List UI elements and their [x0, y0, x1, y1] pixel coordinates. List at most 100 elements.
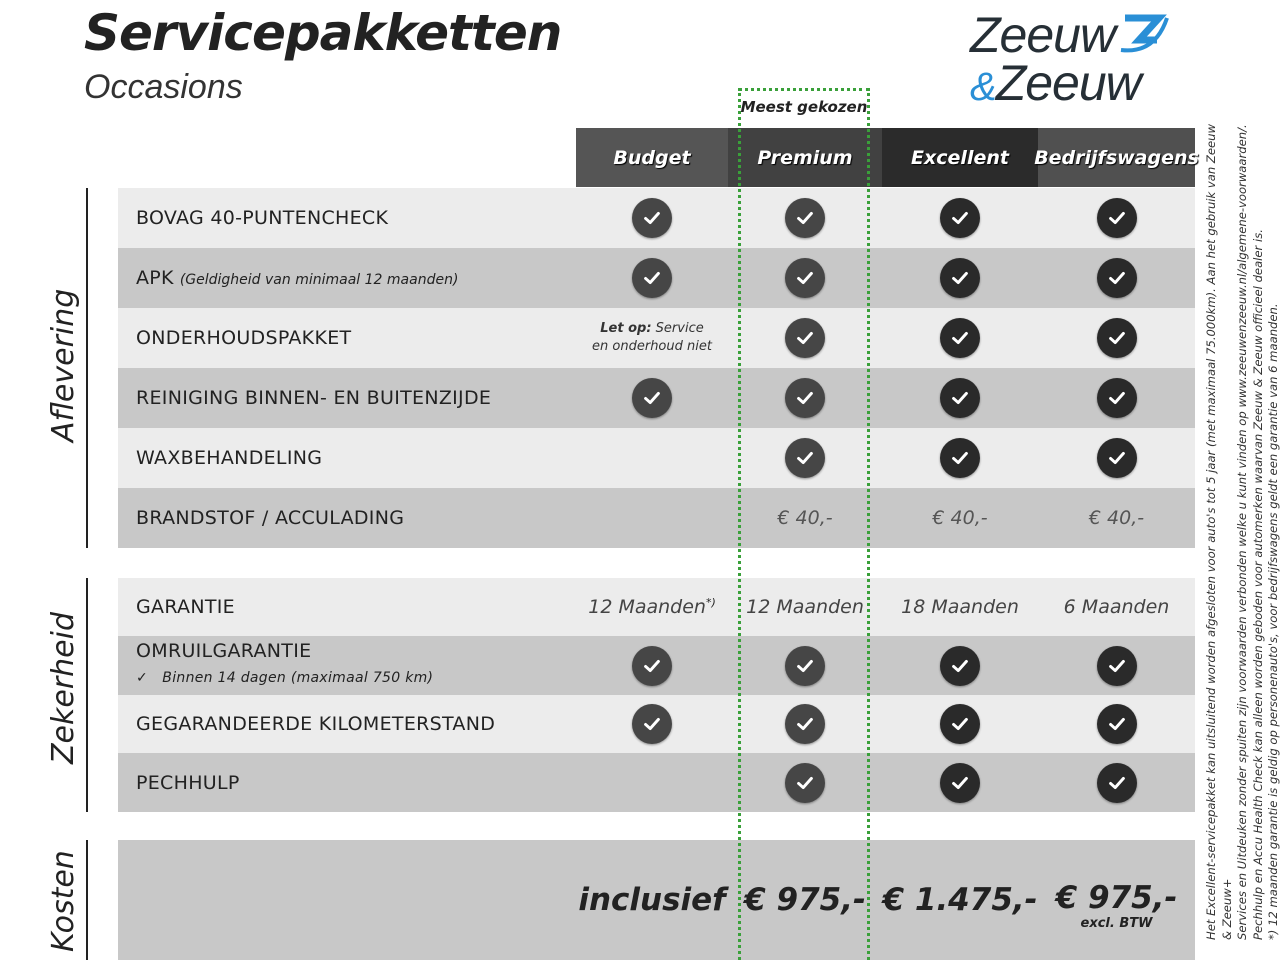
cell [576, 258, 728, 298]
checkmark-icon: ✓ [136, 669, 149, 686]
cost-bedrijfswagens: € 975,- [1055, 879, 1178, 916]
cell [728, 318, 882, 358]
cell: Let op: Service en onderhoud niet [576, 320, 728, 356]
note-text: Service en onderhoud niet [592, 321, 712, 354]
cell [1038, 645, 1195, 686]
cell [728, 704, 882, 744]
check-icon [785, 258, 825, 298]
row-label: APK [136, 267, 174, 289]
table-row: APK (Geldigheid van minimaal 12 maanden) [118, 248, 1195, 308]
table-row: PECHHULP [118, 753, 1195, 812]
table-row: BRANDSTOF / ACCULADING € 40,- € 40,- € 40,- [118, 488, 1195, 548]
cell: € 40,- [728, 507, 882, 529]
kosten-row: inclusief € 975,- € 1.475,- € 975,- excl.… [118, 840, 1195, 960]
check-icon [785, 318, 825, 358]
page-title: Servicepakketten [84, 4, 562, 62]
check-icon [785, 198, 825, 238]
logo-line1: Zeeuw [970, 7, 1116, 63]
table-row: WAXBEHANDELING [118, 428, 1195, 488]
cell [882, 378, 1038, 418]
check-icon [1096, 318, 1137, 358]
row-label: BRANDSTOF / ACCULADING [136, 507, 405, 529]
row-label: GARANTIE [136, 596, 235, 618]
cell [576, 378, 728, 418]
row-sublabel: Binnen 14 dagen (maximaal 750 km) [162, 669, 434, 686]
column-header-premium: Premium [728, 128, 882, 187]
check-icon [940, 318, 980, 358]
row-label: REINIGING BINNEN- EN BUITENZIJDE [136, 387, 492, 409]
row-label: PECHHULP [136, 771, 240, 794]
cell: € 40,- [882, 507, 1038, 529]
cell [1038, 762, 1195, 803]
cost-budget: inclusief [578, 882, 726, 918]
check-icon [940, 258, 980, 298]
cell [1038, 704, 1195, 744]
check-icon [785, 378, 825, 418]
footnote: *) 12 maanden garantie is geldig op pers… [1266, 303, 1280, 940]
cell: 18 Maanden [882, 596, 1038, 618]
cell [1038, 378, 1195, 418]
cell: 6 Maanden [1038, 596, 1195, 618]
section-zekerheid: Zekerheid [46, 578, 88, 812]
section-label: Kosten [46, 850, 81, 952]
cell-value: 18 Maanden [901, 596, 1019, 618]
logo: Zeeuw &Zeeuw [970, 6, 1200, 114]
logo-z-icon [1120, 14, 1169, 53]
cell: 12 Maanden *) [576, 595, 728, 619]
footnote: Pechhulp en Accu Health Check kan alleen… [1250, 229, 1265, 940]
row-label: WAXBEHANDELING [136, 447, 323, 469]
cell [1038, 318, 1195, 358]
cell [882, 258, 1038, 298]
footnote: Services en Uitdeuken zonder spuiten zij… [1235, 124, 1249, 940]
table-row: GEGARANDEERDE KILOMETERSTAND [118, 695, 1195, 753]
row-label: BOVAG 40-PUNTENCHECK [136, 207, 389, 229]
cell [882, 438, 1038, 478]
row-sublabel: (Geldigheid van minimaal 12 maanden) [179, 272, 459, 288]
cell [728, 645, 882, 686]
cell-value: 12 Maanden [746, 596, 864, 618]
cell: € 40,- [1038, 507, 1195, 529]
page-subtitle: Occasions [84, 68, 243, 106]
cell [728, 258, 882, 298]
check-icon [1096, 378, 1137, 418]
cell [882, 198, 1038, 238]
footnote: Het Excellent-servicepakket kan uitsluit… [1204, 124, 1234, 940]
row-label: OMRUILGARANTIE [136, 639, 312, 662]
check-icon [632, 645, 672, 686]
table-row: GARANTIE 12 Maanden *) 12 Maanden 18 Maanden… [118, 578, 1195, 636]
cell: 12 Maanden [728, 596, 882, 618]
section-label: Zekerheid [46, 611, 81, 764]
cell-value: 6 Maanden [1063, 596, 1170, 618]
check-icon [1096, 762, 1137, 803]
cell [728, 438, 882, 478]
check-icon [632, 704, 672, 744]
check-icon [1096, 438, 1137, 478]
cell [576, 645, 728, 686]
cost-excellent: € 1.475,- [882, 882, 1038, 918]
check-icon [940, 762, 980, 803]
check-icon [940, 645, 980, 686]
check-icon [632, 378, 672, 418]
cell [882, 762, 1038, 803]
check-icon [632, 258, 672, 298]
cell [1038, 198, 1195, 238]
section-label: Aflevering [46, 288, 81, 442]
check-icon [1096, 645, 1137, 686]
check-icon [940, 438, 980, 478]
column-header-excellent: Excellent [882, 128, 1038, 187]
logo-line2: Zeeuw [995, 55, 1142, 111]
budget-note: Let op: Service en onderhoud niet [592, 320, 712, 356]
footnote-mark: *) [705, 595, 716, 609]
cell-value: € 40,- [777, 507, 833, 529]
cell-value: 12 Maanden [588, 596, 706, 618]
table-row: REINIGING BINNEN- EN BUITENZIJDE [118, 368, 1195, 428]
cell [882, 645, 1038, 686]
cell [728, 378, 882, 418]
table-row: BOVAG 40-PUNTENCHECK [118, 188, 1195, 248]
row-label: ONDERHOUDSPAKKET [136, 327, 352, 349]
cell [1038, 258, 1195, 298]
check-icon [1096, 258, 1137, 298]
table-row: ONDERHOUDSPAKKET Let op: Service en onder… [118, 308, 1195, 368]
check-icon [940, 704, 980, 744]
check-icon [1096, 704, 1137, 744]
